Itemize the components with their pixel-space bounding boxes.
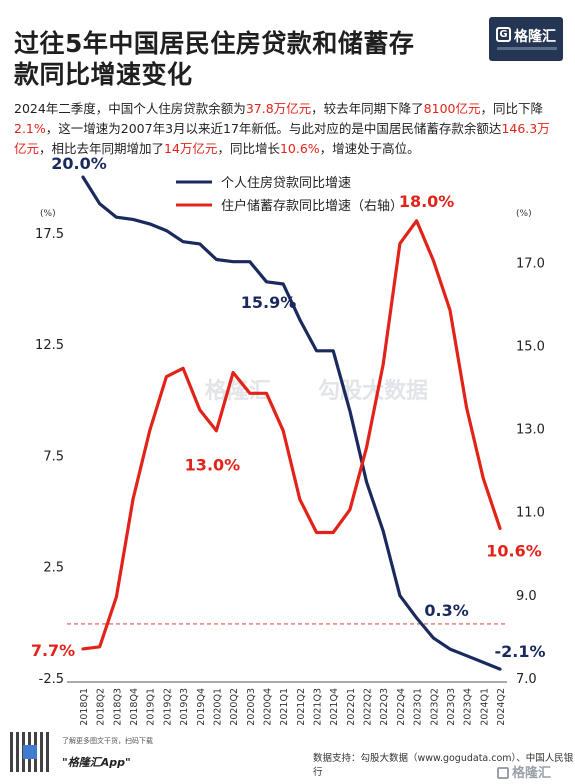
x-tick-label: 2019Q4 [196,688,207,726]
logo-icon [497,767,509,779]
x-tick-label: 2024Q2 [496,688,507,726]
x-tick-label: 2021Q3 [313,688,324,726]
x-tick-label: 2023Q1 [413,688,424,726]
summary-text: ，同比增长 [217,141,280,156]
data-label: 13.0% [185,456,241,475]
y-left-tick-label: 17.5 [35,227,64,242]
y-left-tick-label: 2.5 [43,561,64,576]
logo-icon: G [496,27,511,42]
data-label: 15.9% [241,293,297,312]
data-label: 10.6% [486,541,542,560]
x-tick-label: 2023Q3 [446,688,457,726]
y-right-tick-label: 17.0 [516,256,545,271]
summary-highlight: 146.3万亿元 [14,121,550,156]
summary-text: 2024年二季度，中国个人住房贷款余额为 [14,101,246,116]
y-right-unit: (%) [516,209,532,219]
x-tick-label: 2019Q3 [179,688,190,726]
summary-highlight: 10.6% [279,141,320,156]
data-label: 7.7% [31,641,75,660]
x-tick-label: 2020Q3 [246,688,257,726]
qr-center-icon [23,745,37,759]
app-label: "格隆汇App" [62,756,131,769]
footer-logo-text: 格隆汇 [512,766,552,781]
x-tick-label: 2019Q2 [162,688,173,726]
x-tick-label: 2020Q2 [229,688,240,726]
summary-text: ，这一增速为2007年3月以来近17年新低。与此对应的是中国居民储蓄存款余额达 [45,121,502,136]
footer: 了解更多图文干货，扫码下载 "格隆汇App" 数据支持：勾股大数据（www.go… [0,724,575,784]
y-right-tick-label: 9.0 [516,589,537,604]
y-right-tick-label: 15.0 [516,339,545,354]
x-tick-label: 2023Q4 [463,688,474,726]
x-tick-label: 2018Q1 [79,688,90,726]
x-tick-label: 2022Q3 [379,688,390,726]
summary-text: ，相比去年同期增加了 [39,141,165,156]
summary-text: ，同比下降 [480,101,543,116]
data-label: 20.0% [51,154,107,173]
y-left-unit: (%) [40,209,56,219]
x-tick-label: 2021Q4 [329,688,340,726]
summary-highlight: 37.8万亿元 [245,101,312,116]
y-left-tick-label: -2.5 [39,672,64,687]
y-left-tick-label: 7.5 [43,449,64,464]
x-tick-label: 2018Q4 [129,688,140,726]
data-label: 18.0% [399,192,455,211]
data-label: -2.1% [494,642,545,661]
data-source: 数据支持：勾股大数据（www.gogudata.com）、中国人民银行 [313,753,574,778]
x-tick-label: 2024Q1 [479,688,490,726]
x-tick-label: 2021Q1 [279,688,290,726]
logo-text: 格隆汇 [514,29,556,45]
logo-underline [497,47,557,50]
summary-paragraph: 2024年二季度，中国个人住房贷款余额为37.8万亿元，较去年同期下降了8100… [14,99,562,159]
qr-code [10,732,50,772]
summary-text: ，增速处于高位。 [319,141,420,156]
x-tick-label: 2022Q4 [396,688,407,726]
legend-label-deposit: 住户储蓄存款同比增速（右轴） [221,198,403,214]
watermark-brand: 格隆汇 [205,378,271,404]
x-tick-label: 2020Q4 [262,688,273,726]
x-tick-label: 2019Q1 [146,688,157,726]
x-tick-label: 2021Q2 [296,688,307,726]
legend-label-loan: 个人住房贷款同比增速 [221,175,351,191]
page-title: 过往5年中国居民住房贷款和储蓄存款同比增速变化 [14,29,415,89]
summary-highlight: 14万亿元 [164,141,218,156]
series-line-deposit [81,219,502,651]
y-left-tick-label: 12.5 [35,338,64,353]
watermark-data: 勾股大数据 [318,378,428,404]
y-right-tick-label: 7.0 [516,672,537,687]
y-right-tick-label: 13.0 [516,423,545,438]
summary-text: ，较去年同期下降了 [311,101,424,116]
x-tick-label: 2018Q3 [112,688,123,726]
summary-highlight: 2.1% [14,121,46,136]
x-tick-label: 2020Q1 [212,688,223,726]
summary-highlight: 8100亿元 [423,101,481,116]
x-tick-label: 2022Q1 [346,688,357,726]
qr-caption: 了解更多图文干货，扫码下载 [62,737,153,745]
x-tick-label: 2023Q2 [429,688,440,726]
series-line-loan [81,175,502,671]
data-label: 0.3% [424,601,468,620]
footer-logo: 格隆汇 [497,762,551,781]
x-tick-label: 2018Q2 [96,688,107,726]
x-tick-label: 2022Q2 [363,688,374,726]
brand-logo: G 格隆汇 [489,17,563,61]
y-right-tick-label: 11.0 [516,506,545,521]
